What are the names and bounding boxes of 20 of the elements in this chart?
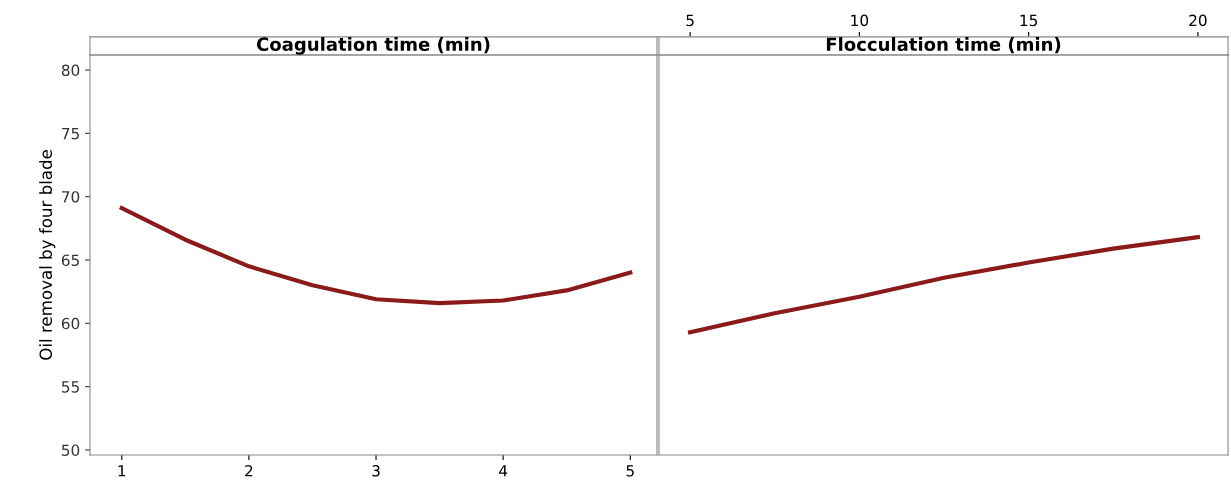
x-tick-label: 20 [1189, 14, 1207, 27]
y-tick-label: 75 [62, 128, 79, 140]
y-tick-label: 60 [61, 317, 80, 330]
y-tick-label: 55 [62, 381, 79, 393]
y-tick-label: 70 [62, 191, 80, 203]
x-tick-label: 3 [372, 465, 380, 477]
x-tick-label: 2 [245, 465, 253, 477]
line-series [119, 205, 633, 306]
y-tick-label: 65 [61, 254, 79, 267]
x-tick-label: 1 [118, 465, 126, 477]
y-axis-title: Oil removal by four blade [39, 150, 56, 360]
x-tick-label: 10 [851, 14, 869, 27]
x-tick-label: 5 [626, 465, 634, 477]
chart-title: Flocculation time (min) [826, 37, 1061, 54]
x-tick-label: 4 [499, 465, 508, 477]
x-tick-label: 15 [1020, 14, 1038, 27]
y-tick-label: 80 [61, 64, 80, 77]
x-tick-label: 5 [686, 14, 694, 27]
chart-title: Coagulation time (min) [256, 37, 490, 55]
y-tick-label: 50 [62, 444, 80, 456]
